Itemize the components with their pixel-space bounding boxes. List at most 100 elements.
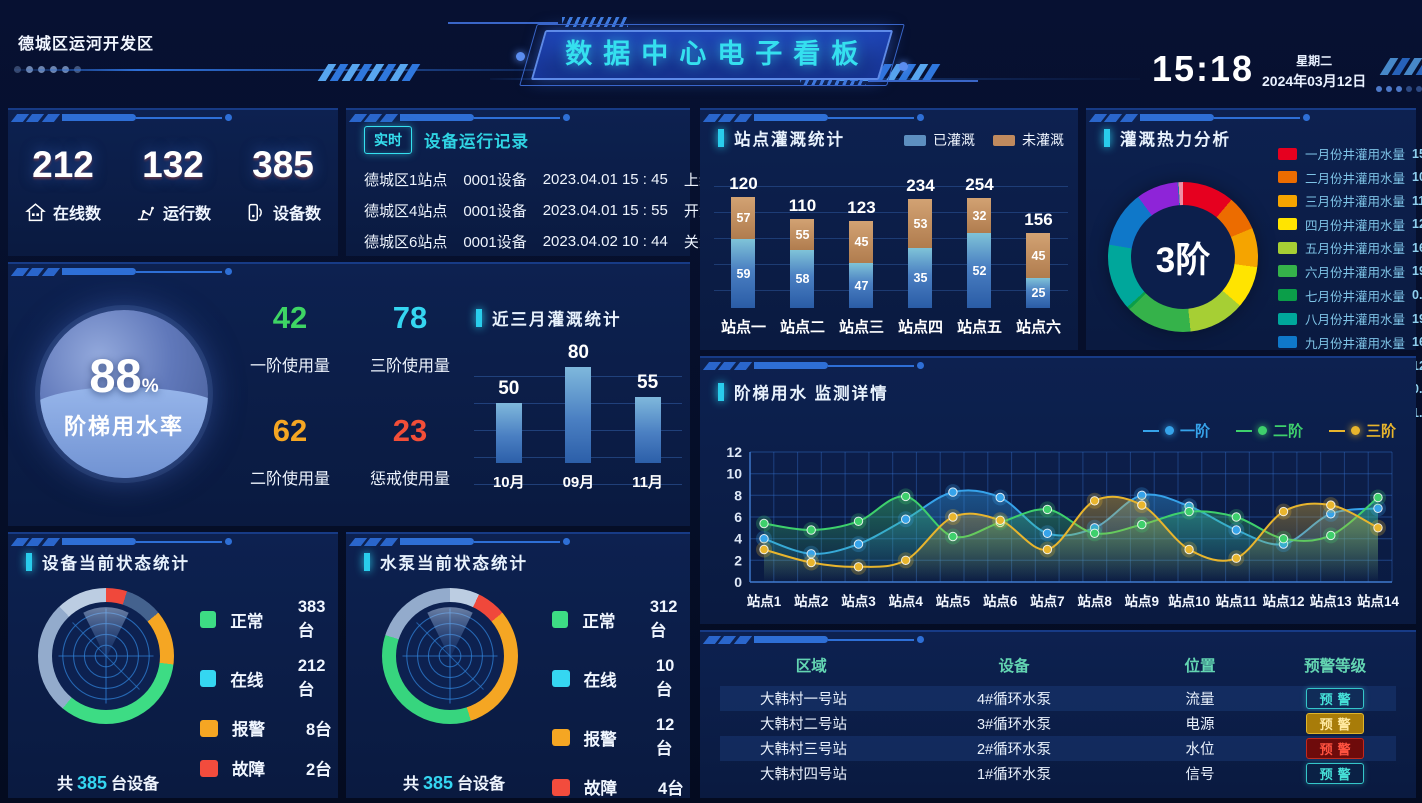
record-datetime: 2023.04.01 15 : 55 — [542, 202, 668, 219]
record-station: 德城区6站点 — [364, 234, 448, 251]
alert-badge[interactable]: 预警 — [1306, 688, 1365, 709]
table-body: 大韩村一号站 4#循环水泵 流量 预警 大韩村二号站 3#循环水泵 电源 预警 … — [720, 686, 1396, 786]
water-rate-gauge: 88% 阶梯用水率 — [40, 310, 208, 478]
usage-label: 三阶使用量 — [369, 358, 450, 375]
bar-label: 站点二 — [779, 319, 825, 336]
col-device: 设备 — [998, 658, 1030, 675]
table-row: 大韩村二号站 3#循环水泵 电源 预警 — [720, 711, 1396, 736]
alert-badge[interactable]: 预警 — [1306, 738, 1365, 759]
svg-text:站点2: 站点2 — [794, 593, 829, 609]
record-device: 0001设备 — [463, 172, 527, 189]
svg-text:站点3: 站点3 — [841, 593, 876, 609]
record-device: 0001设备 — [463, 234, 527, 251]
bar-segment-irrigated: 47 — [849, 263, 874, 308]
svg-text:10: 10 — [726, 466, 742, 482]
bar-label: 11月 — [632, 474, 664, 491]
banner-bottom-line — [868, 80, 978, 82]
cell-area: 大韩村二号站 — [760, 717, 847, 733]
svg-text:站点9: 站点9 — [1125, 593, 1160, 609]
bar — [495, 403, 522, 463]
usage-stat: 62 二阶使用量 — [230, 413, 350, 500]
bar-segment-unirrigated: 45 — [1026, 233, 1051, 278]
legend-item[interactable]: 五月份井灌用水量16.5% — [1278, 238, 1422, 257]
device-total: 共 385 台设备 — [56, 773, 160, 793]
header-dots-right — [1376, 86, 1422, 92]
water-rate-label: 阶梯用水率 — [63, 413, 184, 439]
header: 德城区运河开发区 数据中心电子看板 15:18 星期二 2024年03月12日 — [0, 0, 1422, 100]
legend-item[interactable]: 已灌溉 — [904, 130, 975, 150]
record-station: 德城区4站点 — [364, 203, 448, 220]
panel-top-decoration — [348, 537, 571, 546]
legend-item[interactable]: 一阶 — [1142, 420, 1210, 441]
usage-stat: 23 惩戒使用量 — [350, 413, 470, 500]
legend-item[interactable]: 报警 12台 — [552, 716, 690, 759]
stat-value: 212 — [32, 144, 94, 185]
chart-legend: 已灌溉 未灌溉 — [904, 130, 1064, 150]
alert-badge[interactable]: 预警 — [1306, 763, 1365, 784]
cell-position: 电源 — [1185, 717, 1215, 733]
cell-area: 大韩村三号站 — [760, 742, 847, 758]
chart-title: 近三月灌溉统计 — [492, 311, 622, 329]
record-row: 德城区6站点 0001设备 2023.04.02 10 : 44 关泵 — [364, 226, 714, 257]
legend-item[interactable]: 二月份井灌用水量10.25 — [1278, 168, 1422, 187]
svg-text:站点11: 站点11 — [1216, 593, 1258, 609]
legend-item[interactable]: 一月份井灌用水量15.2% — [1278, 144, 1422, 163]
realtime-badge[interactable]: 实时 — [364, 126, 412, 154]
panel-top-decoration — [348, 113, 571, 122]
legend-item[interactable]: 故障 4台 — [552, 775, 690, 799]
robot-arm-icon — [137, 206, 154, 220]
legend-item[interactable]: 在线 10台 — [552, 657, 690, 700]
panel-top-decoration — [702, 113, 925, 122]
legend-item[interactable]: 八月份井灌用水量19.4% — [1278, 309, 1422, 328]
legend-item[interactable]: 九月份井灌用水量16.5% — [1278, 333, 1422, 352]
slash-decoration-far-right — [1379, 58, 1422, 75]
chart-title: 设备当前状态统计 — [42, 555, 190, 573]
usage-label: 一阶使用量 — [249, 358, 330, 375]
alert-badge[interactable]: 预警 — [1306, 713, 1365, 734]
svg-text:2: 2 — [734, 552, 742, 568]
legend-item[interactable]: 六月份井灌用水量19.4% — [1278, 262, 1422, 281]
bar-total: 156 — [1024, 210, 1053, 229]
legend-item[interactable]: 三阶 — [1328, 420, 1396, 441]
bar-segment-unirrigated: 55 — [790, 219, 815, 250]
legend-item[interactable]: 四月份井灌用水量12.3% — [1278, 215, 1422, 234]
pump-total: 共 385 台设备 — [402, 773, 506, 793]
legend-item[interactable]: 未灌溉 — [993, 130, 1064, 150]
bar-segment-irrigated: 35 — [908, 248, 933, 308]
stat-devices: 385 设备数 — [245, 144, 321, 224]
stacked-bar-group: 123 45 47 站点三 — [839, 172, 884, 340]
bar-segment-unirrigated: 53 — [908, 199, 933, 248]
legend-item[interactable]: 在线 212台 — [200, 657, 338, 700]
bar-segment-irrigated: 59 — [731, 239, 756, 308]
online-stats-panel: 212 在线数 132 运行数 385 设备数 — [8, 108, 338, 256]
stat-value: 132 — [142, 144, 204, 185]
stats-row: 212 在线数 132 运行数 385 设备数 — [8, 144, 338, 224]
bar-segment-unirrigated: 57 — [731, 197, 756, 239]
legend-item[interactable]: 正常 383台 — [200, 598, 338, 641]
legend-item[interactable]: 二阶 — [1235, 420, 1303, 441]
bar-total: 254 — [965, 175, 994, 194]
date-block: 星期二 2024年03月12日 — [1262, 52, 1366, 91]
title-marker — [476, 309, 482, 327]
station-irrigation-panel: 站点灌溉统计 已灌溉 未灌溉 120 57 59 站点一 110 55 58 站… — [700, 108, 1078, 350]
record-station: 德城区1站点 — [364, 172, 448, 189]
bar-label: 站点四 — [897, 319, 943, 336]
legend-item[interactable]: 正常 312台 — [552, 598, 690, 641]
chart-title: 站点灌溉统计 — [734, 131, 845, 149]
usage-value: 78 — [392, 300, 428, 335]
legend-item[interactable]: 报警 8台 — [200, 716, 338, 740]
col-alert-level: 预警等级 — [1304, 658, 1367, 675]
banner-hatch-bottom — [800, 76, 866, 86]
stat-label: 运行数 — [162, 206, 211, 223]
bar-value: 55 — [637, 372, 659, 393]
legend-item[interactable]: 故障 2台 — [200, 756, 338, 780]
panel-top-decoration — [702, 635, 925, 644]
stat-label: 设备数 — [272, 206, 321, 223]
bar-label: 站点一 — [720, 319, 766, 336]
svg-text:8: 8 — [734, 487, 742, 503]
title-marker — [364, 553, 370, 571]
bar-group: 50 10月 — [493, 378, 525, 492]
date: 2024年03月12日 — [1262, 73, 1367, 89]
